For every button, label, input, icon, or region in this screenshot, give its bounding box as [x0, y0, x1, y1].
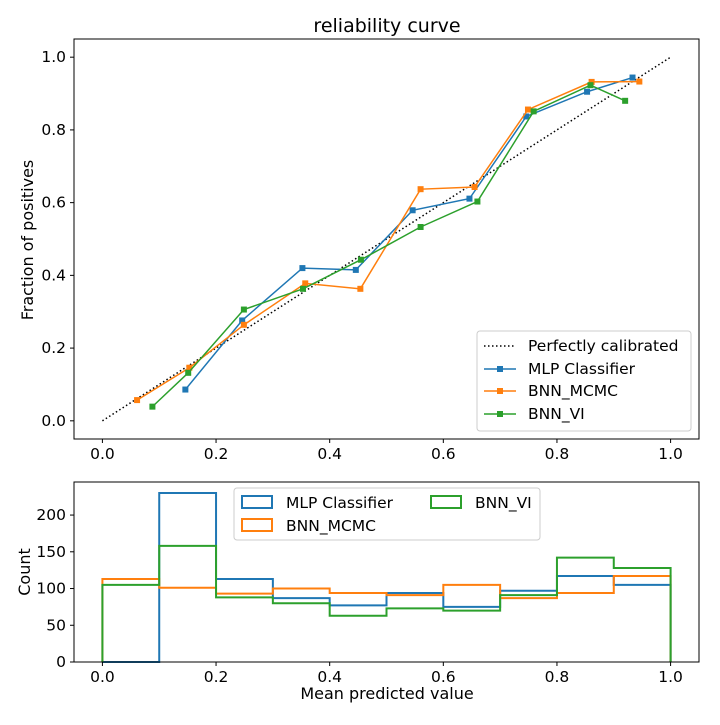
- y-tick-label: 0.4: [41, 266, 66, 284]
- reliability-plot-frame: [73, 38, 700, 440]
- histogram-x-axis-label: Mean predicted value: [300, 684, 473, 703]
- data-point-bnn-mcmc-1: [186, 364, 193, 371]
- histogram-legend: MLP Classifier BNN_MCMC BNN_VI: [233, 487, 541, 541]
- y-tick-label: 1.0: [41, 48, 66, 66]
- histogram-x-ticks: 0.0 0.2 0.4 0.6 0.8 1.0: [90, 662, 683, 686]
- data-point-bnn-vi-0: [149, 403, 156, 410]
- data-point-bnn-vi-5: [417, 224, 424, 230]
- perfectly-calibrated-line: [102, 56, 671, 422]
- data-point-bnn-vi-3: [299, 285, 306, 292]
- data-point-mlp-classifier-2: [299, 265, 306, 272]
- data-point-bnn-vi-4: [357, 256, 364, 263]
- x-tick-label: 0.6: [431, 668, 456, 686]
- x-tick-label: 0.8: [545, 445, 570, 463]
- legend-marker-bnn-mcmc: [497, 388, 503, 394]
- histogram-series: [101, 492, 672, 663]
- series-line-bnn-mcmc: [136, 80, 640, 401]
- data-point-bnn-mcmc-8: [588, 78, 595, 85]
- histogram-legend-box: [233, 487, 541, 541]
- reliability-y-ticks: 0.0 0.2 0.4 0.6 0.8 1.0: [41, 48, 74, 430]
- legend-marker-bnn-vi: [497, 411, 503, 417]
- legend-swatch-hist-mlp-classifier: [241, 495, 273, 509]
- x-tick-label: 0.4: [317, 668, 342, 686]
- x-tick-label: 1.0: [658, 668, 683, 686]
- data-point-mlp-classifier-3: [352, 266, 359, 273]
- histogram-plot-frame: [73, 481, 700, 663]
- legend-marker-mlp-classifier: [497, 366, 503, 372]
- reliability-legend-box: [476, 330, 692, 432]
- series-bnn-mcmc: [134, 78, 643, 404]
- reliability-title: reliability curve: [313, 15, 460, 37]
- data-point-bnn-vi-2: [240, 306, 247, 313]
- perfectly-calibrated-diagonal: [102, 56, 671, 422]
- data-point-bnn-vi-9: [622, 97, 629, 104]
- x-tick-label: 0.2: [204, 668, 229, 686]
- data-point-bnn-vi-1: [185, 369, 192, 376]
- reliability-panel: reliability curve 0.0 0.2 0.4 0.6 0.8 1.0 0.0…: [18, 15, 700, 463]
- reliability-legend: Perfectly calibrated MLP Classifier BNN_…: [476, 330, 692, 432]
- data-point-bnn-mcmc-6: [471, 184, 478, 190]
- legend-label-hist-bnn-mcmc: BNN_MCMC: [286, 517, 376, 536]
- y-tick-label: 100: [36, 580, 66, 598]
- data-point-bnn-mcmc-4: [357, 285, 364, 292]
- y-tick-label: 200: [36, 506, 66, 524]
- y-tick-label: 0: [56, 653, 66, 671]
- data-point-bnn-mcmc-7: [524, 106, 531, 113]
- legend-label-mlp-classifier: MLP Classifier: [528, 360, 636, 378]
- data-point-bnn-mcmc-0: [134, 397, 141, 404]
- data-point-bnn-mcmc-9: [636, 78, 643, 85]
- data-point-mlp-classifier-4: [409, 207, 416, 214]
- histogram-bnn-vi: [101, 544, 672, 662]
- histogram-y-axis-label: Count: [15, 548, 34, 596]
- y-tick-label: 0.8: [41, 121, 66, 139]
- data-point-bnn-vi-7: [530, 108, 537, 115]
- data-point-mlp-classifier-1: [239, 317, 246, 324]
- data-point-bnn-vi-8: [587, 82, 594, 89]
- data-point-mlp-classifier-8: [629, 74, 636, 81]
- reliability-x-ticks: 0.0 0.2 0.4 0.6 0.8 1.0: [90, 439, 683, 463]
- data-point-mlp-classifier-7: [584, 88, 591, 95]
- reliability-series: [134, 74, 643, 410]
- y-tick-label: 0.2: [41, 339, 66, 357]
- histogram-step-bnn-mcmc: [101, 575, 672, 662]
- legend-label-hist-mlp-classifier: MLP Classifier: [286, 494, 394, 512]
- x-tick-label: 1.0: [658, 445, 683, 463]
- data-point-bnn-vi-6: [474, 198, 481, 205]
- y-tick-label: 0.0: [41, 412, 66, 430]
- x-tick-label: 0.0: [90, 445, 115, 463]
- y-tick-label: 150: [36, 543, 66, 561]
- histogram-bnn-mcmc: [101, 575, 672, 662]
- reliability-y-axis-label: Fraction of positives: [18, 160, 37, 321]
- data-point-bnn-mcmc-3: [302, 280, 309, 287]
- data-point-bnn-mcmc-2: [240, 321, 247, 328]
- x-tick-label: 0.6: [431, 445, 456, 463]
- legend-swatch-hist-bnn-vi: [430, 495, 462, 509]
- x-tick-label: 0.8: [545, 668, 570, 686]
- legend-label-perfectly-calibrated: Perfectly calibrated: [528, 337, 679, 355]
- series-line-bnn-vi: [151, 84, 626, 408]
- series-bnn-vi: [149, 82, 629, 410]
- data-point-mlp-classifier-6: [523, 113, 530, 120]
- x-tick-label: 0.0: [90, 668, 115, 686]
- data-point-bnn-mcmc-5: [417, 186, 424, 193]
- y-tick-label: 50: [46, 616, 66, 634]
- legend-label-hist-bnn-vi: BNN_VI: [475, 494, 532, 513]
- x-tick-label: 0.4: [317, 445, 342, 463]
- data-point-mlp-classifier-5: [466, 195, 473, 202]
- x-tick-label: 0.2: [204, 445, 229, 463]
- histogram-panel: 0.0 0.2 0.4 0.6 0.8 1.0 0 50 100 150 200 Mean pre…: [15, 481, 700, 703]
- histogram-y-ticks: 0 50 100 150 200: [36, 506, 74, 671]
- data-point-mlp-classifier-0: [182, 386, 189, 393]
- legend-label-bnn-mcmc: BNN_MCMC: [528, 382, 618, 401]
- histogram-step-bnn-vi: [101, 544, 672, 662]
- legend-swatch-hist-bnn-mcmc: [241, 518, 273, 532]
- y-tick-label: 0.6: [41, 194, 66, 212]
- legend-label-bnn-vi: BNN_VI: [528, 405, 585, 424]
